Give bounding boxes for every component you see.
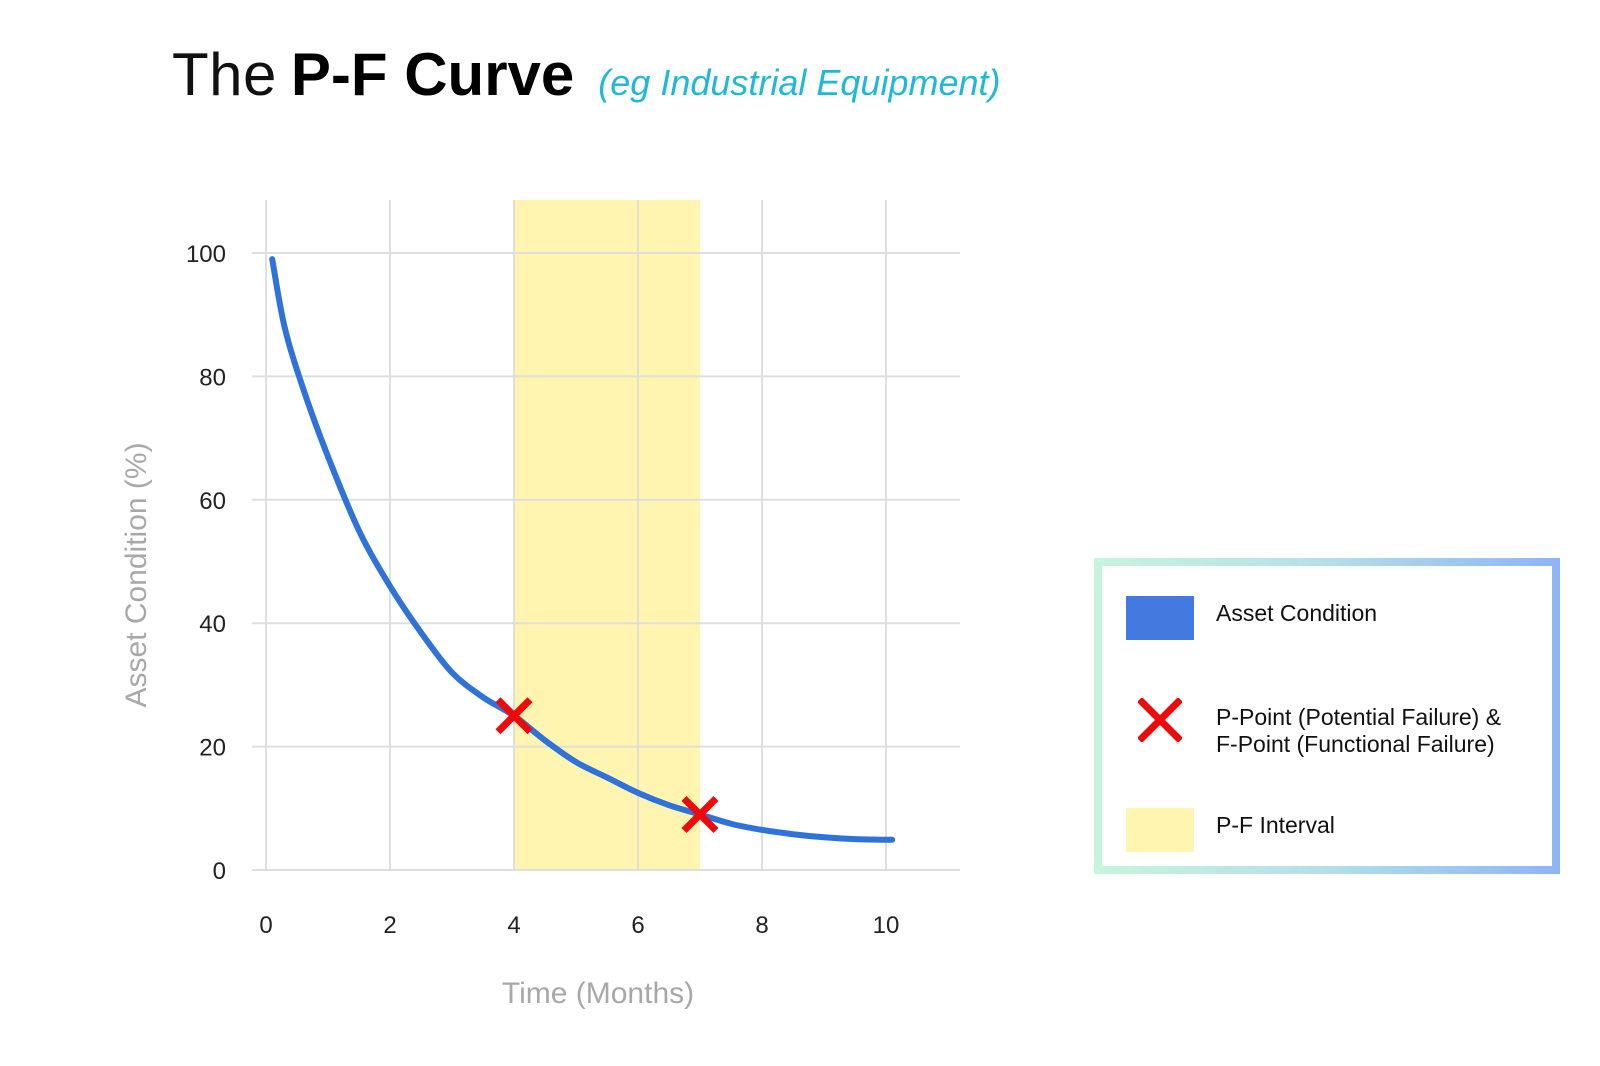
- y-axis-title: Asset Condition (%): [120, 442, 153, 707]
- legend-label-line-2: F-Point (Functional Failure): [1216, 731, 1495, 757]
- title-bold: P-F Curve: [290, 41, 575, 108]
- marker-stroke: [681, 795, 719, 833]
- y-tick-label: 0: [213, 858, 226, 885]
- x-tick-label: 6: [631, 912, 644, 939]
- legend-label-pf-interval: P-F Interval: [1216, 812, 1335, 838]
- y-tick-label: 40: [199, 611, 226, 638]
- f-point-marker: [681, 795, 719, 833]
- title-prefix: The: [172, 41, 277, 108]
- chart-subtitle: (eg Industrial Equipment): [598, 62, 1001, 103]
- x-tick-label: 0: [259, 912, 272, 939]
- legend-label-failure-points: P-Point (Potential Failure) & F-Point (F…: [1216, 704, 1501, 758]
- legend-label-asset-condition: Asset Condition: [1216, 600, 1378, 626]
- y-tick-label: 60: [199, 488, 226, 515]
- legend: Asset Condition P-Point (Potential Failu…: [1094, 558, 1560, 874]
- p-point-marker: [495, 697, 533, 735]
- y-tick-label: 100: [186, 241, 226, 268]
- pf-interval-band: [514, 200, 700, 870]
- x-tick-label: 2: [383, 912, 396, 939]
- x-tick-label: 10: [873, 912, 900, 939]
- x-axis-title: Time (Months): [502, 977, 694, 1010]
- marker-stroke: [495, 697, 533, 735]
- legend-swatch-pf-interval: [1126, 808, 1194, 852]
- y-tick-label: 80: [199, 364, 226, 391]
- legend-swatch-asset-condition: [1126, 596, 1194, 640]
- y-tick-label: 20: [199, 735, 226, 762]
- legend-label-line-1: P-Point (Potential Failure) &: [1216, 704, 1502, 730]
- chart-title: The P-F Curve (eg Industrial Equipment): [172, 40, 1001, 109]
- asset-condition-line: [269, 256, 896, 843]
- x-tick-label: 8: [755, 912, 768, 939]
- red-cross-icon: [1138, 698, 1182, 742]
- x-tick-label: 4: [507, 912, 520, 939]
